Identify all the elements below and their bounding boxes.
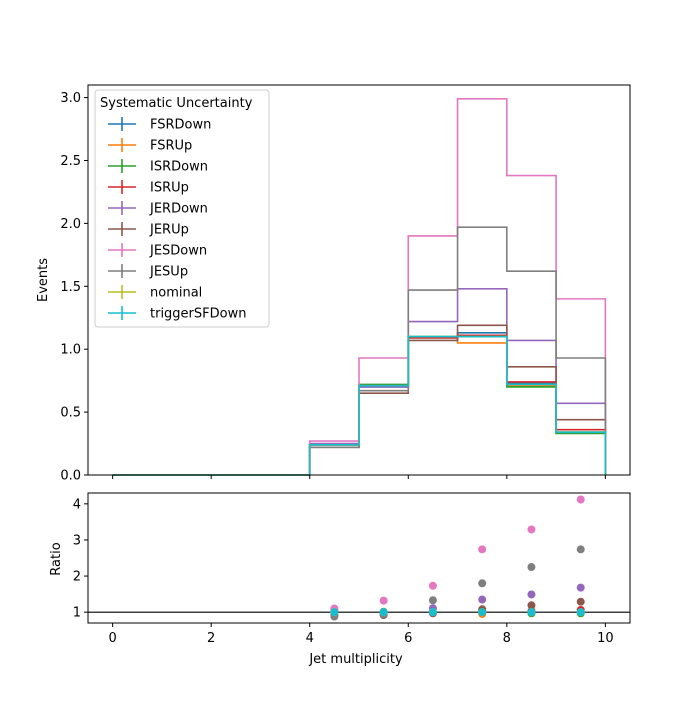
ratio-point-triggersfdown xyxy=(330,608,339,617)
top-y-tick-label: 3.0 xyxy=(60,91,81,106)
x-tick-label: 0 xyxy=(108,631,116,646)
legend-label-jesdown: JESDown xyxy=(149,244,207,259)
legend-items: FSRDown FSRUp ISRDown ISRUp JERDown JERUp JESD… xyxy=(108,117,246,322)
bottom-y-tick-label: 4 xyxy=(73,497,81,512)
ratio-point-triggersfdown xyxy=(527,608,536,617)
x-axis-label: Jet multiplicity xyxy=(308,652,403,667)
top-y-tick-label: 1.0 xyxy=(60,343,81,358)
ratio-point-triggersfdown xyxy=(428,608,437,617)
x-tick-label: 6 xyxy=(404,631,412,646)
x-tick-label: 4 xyxy=(306,631,314,646)
ratio-point-jesdown xyxy=(576,495,585,504)
legend-item-nominal: nominal xyxy=(108,285,202,301)
x-tick-label: 10 xyxy=(597,631,614,646)
ratio-point-jesup xyxy=(478,579,487,588)
top-y-ticks: 0.0 0.5 1.0 1.5 2.0 2.5 3.0 xyxy=(60,91,88,484)
bottom-y-tick-label: 1 xyxy=(73,606,81,621)
bottom-y-tick-label: 2 xyxy=(73,570,81,585)
legend: Systematic Uncertainty FSRDown FSRUp ISRDo… xyxy=(94,89,270,328)
top-axes-frame xyxy=(87,84,631,476)
top-y-tick-label: 0.0 xyxy=(60,469,81,484)
top-y-tick-label: 0.5 xyxy=(60,406,81,421)
top-panel: 0.0 0.5 1.0 1.5 2.0 2.5 3.0 Events xyxy=(36,84,631,484)
x-tick-label: 8 xyxy=(503,631,511,646)
legend-label-fsrup: FSRUp xyxy=(150,139,192,154)
legend-label-jerdown: JERDown xyxy=(149,202,208,217)
top-x-ticks xyxy=(112,475,606,479)
legend-item-jerup: JERUp xyxy=(108,222,189,238)
legend-box xyxy=(94,89,270,328)
ratio-point-jesdown xyxy=(478,545,487,554)
ratio-point-jerdown xyxy=(478,595,487,604)
ratio-point-jesup xyxy=(428,596,437,605)
legend-item-fsrdown: FSRDown xyxy=(108,117,211,133)
top-y-tick-label: 2.0 xyxy=(60,217,81,232)
bottom-y-axis-label: Ratio xyxy=(49,542,64,575)
legend-title: Systematic Uncertainty xyxy=(100,96,253,111)
legend-label-jerup: JERUp xyxy=(149,223,189,238)
ratio-point-jesdown xyxy=(527,525,536,534)
ratio-point-jesup xyxy=(527,563,536,572)
legend-label-jesup: JESUp xyxy=(149,265,188,280)
legend-label-fsrdown: FSRDown xyxy=(150,118,211,133)
legend-label-nominal: nominal xyxy=(150,286,202,301)
legend-item-triggersfdown: triggerSFDown xyxy=(108,306,246,322)
legend-item-jerdown: JERDown xyxy=(108,201,208,217)
bottom-plot-area xyxy=(88,495,630,621)
ratio-point-jerdown xyxy=(576,583,585,592)
ratio-point-jesdown xyxy=(428,581,437,590)
legend-item-fsrup: FSRUp xyxy=(108,138,192,154)
legend-item-jesdown: JESDown xyxy=(108,243,207,259)
legend-item-jesup: JESUp xyxy=(108,264,188,280)
bottom-x-ticks: 0 2 4 6 8 10 xyxy=(108,623,614,646)
ratio-point-jesdown xyxy=(379,596,388,605)
legend-item-isrup: ISRUp xyxy=(108,180,189,196)
ratio-point-triggersfdown xyxy=(478,608,487,617)
ratio-point-jesup xyxy=(576,545,585,554)
x-tick-label: 2 xyxy=(207,631,215,646)
ratio-point-jerup xyxy=(576,597,585,606)
top-y-tick-label: 2.5 xyxy=(60,154,81,169)
top-y-axis-label: Events xyxy=(36,258,51,302)
ratio-point-jerup xyxy=(527,601,536,610)
top-y-tick-label: 1.5 xyxy=(60,280,81,295)
ratio-point-jerdown xyxy=(527,590,536,599)
bottom-y-tick-label: 3 xyxy=(73,533,81,548)
legend-item-isrdown: ISRDown xyxy=(108,159,208,175)
ratio-point-triggersfdown xyxy=(576,608,585,617)
legend-label-triggersfdown: triggerSFDown xyxy=(150,307,246,322)
bottom-y-ticks: 1 2 3 4 xyxy=(73,497,88,621)
legend-label-isrup: ISRUp xyxy=(150,181,189,196)
ratio-point-triggersfdown xyxy=(379,608,388,617)
legend-label-isrdown: ISRDown xyxy=(150,160,208,175)
bottom-axes-frame xyxy=(87,492,631,624)
